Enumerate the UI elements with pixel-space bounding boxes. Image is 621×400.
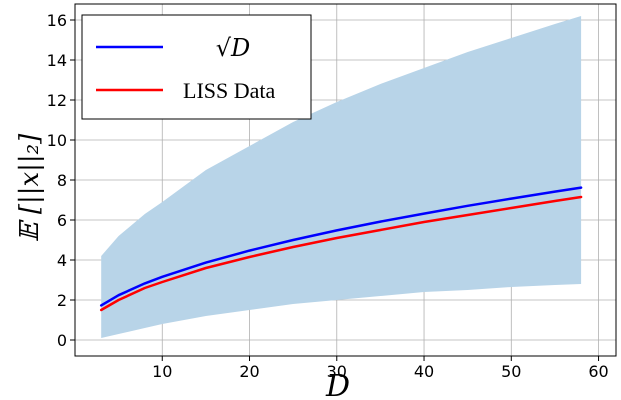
y-axis-title: 𝔼 [||x||₂] [15,133,45,242]
x-tick-label: 30 [327,362,347,381]
y-tick-label: 14 [47,51,67,70]
y-tick-label: 8 [57,171,67,190]
legend: √D LISS Data [81,14,312,120]
y-tick-label: 2 [57,291,67,310]
y-tick-label: 0 [57,331,67,350]
x-tick-label: 10 [152,362,172,381]
x-axis-title: D [325,369,350,400]
legend-label-liss-data: LISS Data [183,78,276,103]
x-tick-label: 20 [239,362,259,381]
series-line-1 [99,195,583,312]
x-tick-label: 60 [588,362,608,381]
series-line-0 [99,186,583,307]
y-tick-label: 4 [57,251,67,270]
legend-box [81,14,312,120]
y-tick-label: 12 [47,91,67,110]
x-axis: 10 20 30 40 50 60 [152,356,609,381]
x-tick-label: 40 [414,362,434,381]
x-tick-label: 50 [501,362,521,381]
y-axis: 0 2 4 6 8 10 12 14 16 [47,11,75,350]
y-tick-label: 16 [47,11,67,30]
legend-label-sqrt-d: √D [216,34,251,62]
series-lines [99,186,583,312]
y-tick-label: 6 [57,211,67,230]
y-tick-label: 10 [47,131,67,150]
